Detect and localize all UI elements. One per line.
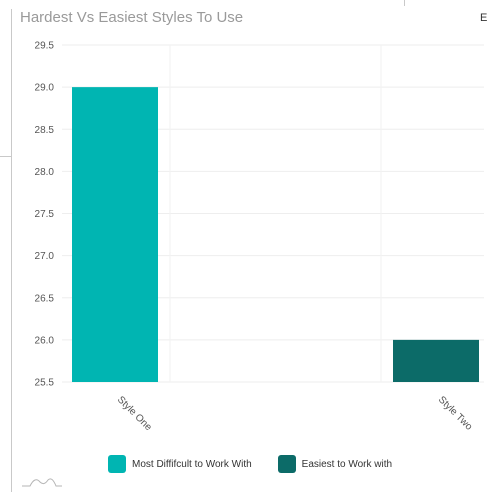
legend-item-difficult[interactable]: Most Diffifcult to Work With — [108, 455, 252, 473]
legend-label-easiest: Easiest to Work with — [301, 458, 393, 470]
y-axis-ticks: 25.5 26.0 26.5 27.0 27.5 28.0 28.5 29.0 29.5 — [35, 41, 55, 389]
legend-item-easiest[interactable]: Easiest to Work with — [277, 455, 393, 473]
chart-title: Hardest Vs Easiest Styles To Use — [20, 9, 244, 26]
x-axis-categories: Style One Style Two — [115, 394, 475, 433]
bar-chart: 25.5 26.0 26.5 27.0 27.5 28.0 28.5 29.0 29.5 Sty… — [35, 41, 484, 433]
y-tick-label: 27.5 — [35, 209, 55, 220]
bar-style-one[interactable] — [72, 87, 158, 382]
legend-swatch-difficult — [108, 455, 126, 473]
legend-label-difficult: Most Diffifcult to Work With — [132, 458, 252, 470]
frame-left-line — [11, 9, 12, 492]
x-category-label: Style Two — [436, 394, 475, 433]
y-tick-label: 26.0 — [35, 335, 55, 346]
y-tick-label: 26.5 — [35, 293, 55, 304]
bar-style-two[interactable] — [393, 339, 479, 382]
wave-icon — [22, 478, 62, 487]
y-tick-label: 29.0 — [35, 83, 55, 94]
y-tick-label: 27.0 — [35, 251, 55, 262]
y-tick-label: 29.5 — [35, 41, 55, 52]
y-tick-label: 28.5 — [35, 125, 55, 136]
more-options-icon[interactable]: E — [480, 12, 488, 24]
frame-side-line — [0, 156, 11, 157]
legend: Most Diffifcult to Work With Easiest to … — [108, 455, 418, 473]
bars — [72, 87, 479, 382]
y-tick-label: 28.0 — [35, 167, 55, 178]
legend-swatch-easiest — [277, 455, 296, 473]
y-tick-label: 25.5 — [35, 378, 55, 389]
frame-top-line — [404, 0, 405, 6]
x-category-label: Style One — [115, 394, 154, 433]
